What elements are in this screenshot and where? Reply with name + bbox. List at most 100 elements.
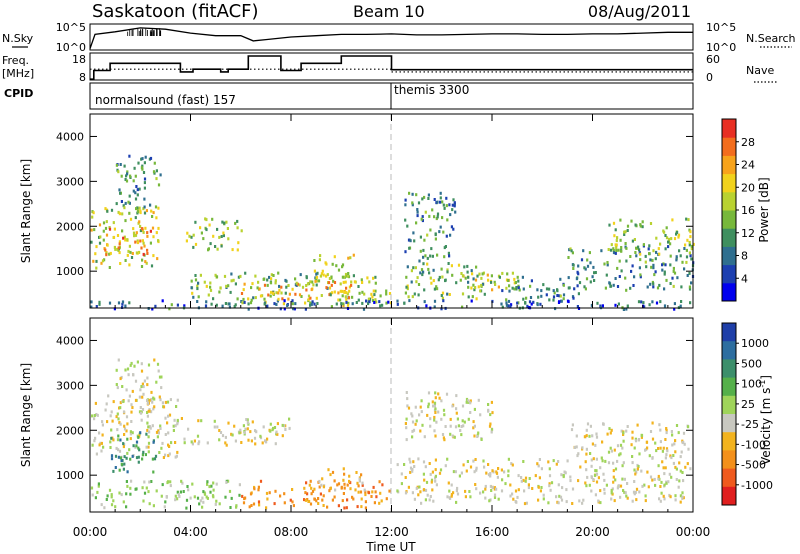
range-cell	[595, 435, 599, 439]
range-cell	[450, 225, 453, 229]
range-cell	[422, 270, 425, 274]
range-cell	[480, 438, 483, 441]
range-cell	[583, 266, 586, 270]
range-cell	[648, 454, 651, 458]
range-cell	[159, 427, 162, 430]
range-cell	[331, 262, 334, 266]
range-cell	[619, 238, 622, 242]
range-cell	[409, 470, 412, 474]
range-cell	[189, 496, 192, 500]
range-cell	[482, 271, 485, 275]
range-cell	[149, 156, 153, 160]
range-cell	[604, 286, 607, 290]
range-cell	[512, 497, 515, 501]
range-cell	[129, 492, 132, 496]
range-cell	[337, 291, 340, 295]
range-cell	[453, 201, 456, 205]
range-cell	[148, 430, 151, 434]
range-cell	[626, 496, 629, 500]
range-cell	[215, 275, 219, 279]
range-cell	[515, 500, 518, 504]
range-cell	[517, 286, 520, 290]
range-cell	[341, 499, 344, 503]
range-cell	[674, 465, 677, 469]
range-cell	[613, 499, 616, 503]
range-cell	[238, 431, 241, 435]
range-cell	[373, 293, 376, 297]
range-cell	[234, 221, 237, 225]
range-cell	[426, 413, 429, 417]
range-cell	[659, 446, 662, 450]
range-cell	[259, 294, 263, 298]
colorbar-swatch	[722, 377, 736, 397]
range-cell	[581, 501, 584, 505]
range-cell	[143, 379, 146, 383]
colorbar-tick-label: 4	[741, 272, 748, 285]
nsky-tick-top: 10^5	[56, 21, 86, 34]
range-cell	[132, 179, 135, 183]
range-cell	[529, 284, 532, 288]
range-cell	[441, 433, 445, 436]
range-cell	[665, 447, 669, 451]
range-cell	[447, 251, 450, 255]
range-cell	[346, 498, 349, 502]
range-cell	[545, 293, 548, 297]
range-cell	[412, 460, 415, 464]
range-cell	[135, 251, 138, 255]
range-cell	[673, 442, 676, 446]
y-tick-label: 1000	[56, 469, 84, 482]
range-cell	[648, 303, 651, 307]
range-cell	[509, 494, 512, 498]
range-cell	[205, 284, 208, 288]
range-cell	[610, 488, 613, 492]
range-cell	[400, 482, 403, 486]
range-cell	[125, 415, 129, 419]
range-cell	[403, 463, 406, 466]
range-cell	[673, 237, 677, 241]
range-cell	[662, 262, 665, 266]
range-cell	[374, 298, 377, 302]
range-cell	[654, 257, 657, 261]
range-cell	[379, 294, 382, 298]
range-cell	[599, 466, 602, 470]
range-cell	[449, 424, 452, 428]
range-cell	[646, 285, 649, 289]
range-cell	[146, 383, 149, 387]
range-cell	[121, 302, 124, 306]
range-cell	[396, 302, 399, 306]
range-cell	[143, 205, 146, 209]
range-cell	[91, 215, 94, 219]
range-cell	[444, 464, 447, 468]
range-cell	[407, 406, 411, 410]
range-cell	[440, 417, 443, 421]
range-cell	[511, 492, 514, 496]
range-cell	[433, 287, 436, 291]
range-cell	[98, 235, 101, 239]
range-cell	[409, 466, 413, 470]
range-cell	[140, 166, 143, 170]
range-cell	[140, 369, 144, 373]
range-cell	[539, 302, 542, 306]
range-cell	[125, 492, 128, 496]
range-cell	[601, 304, 604, 308]
range-cell	[461, 419, 464, 423]
range-cell	[446, 218, 449, 222]
range-cell	[594, 493, 597, 497]
range-cell	[132, 227, 135, 231]
range-cell	[559, 495, 563, 499]
range-cell	[342, 492, 345, 495]
range-cell	[448, 203, 451, 207]
range-cell	[410, 412, 413, 416]
range-cell	[430, 281, 433, 285]
range-cell	[148, 480, 151, 484]
range-cell	[487, 403, 490, 406]
range-cell	[115, 383, 118, 386]
range-cell	[152, 440, 155, 444]
range-cell	[107, 394, 110, 398]
colorbar-tick-label: 1000	[741, 337, 769, 350]
range-cell	[474, 278, 478, 282]
range-cell	[490, 280, 493, 284]
range-cell	[475, 487, 478, 491]
range-cell	[629, 286, 632, 290]
range-cell	[265, 491, 269, 495]
